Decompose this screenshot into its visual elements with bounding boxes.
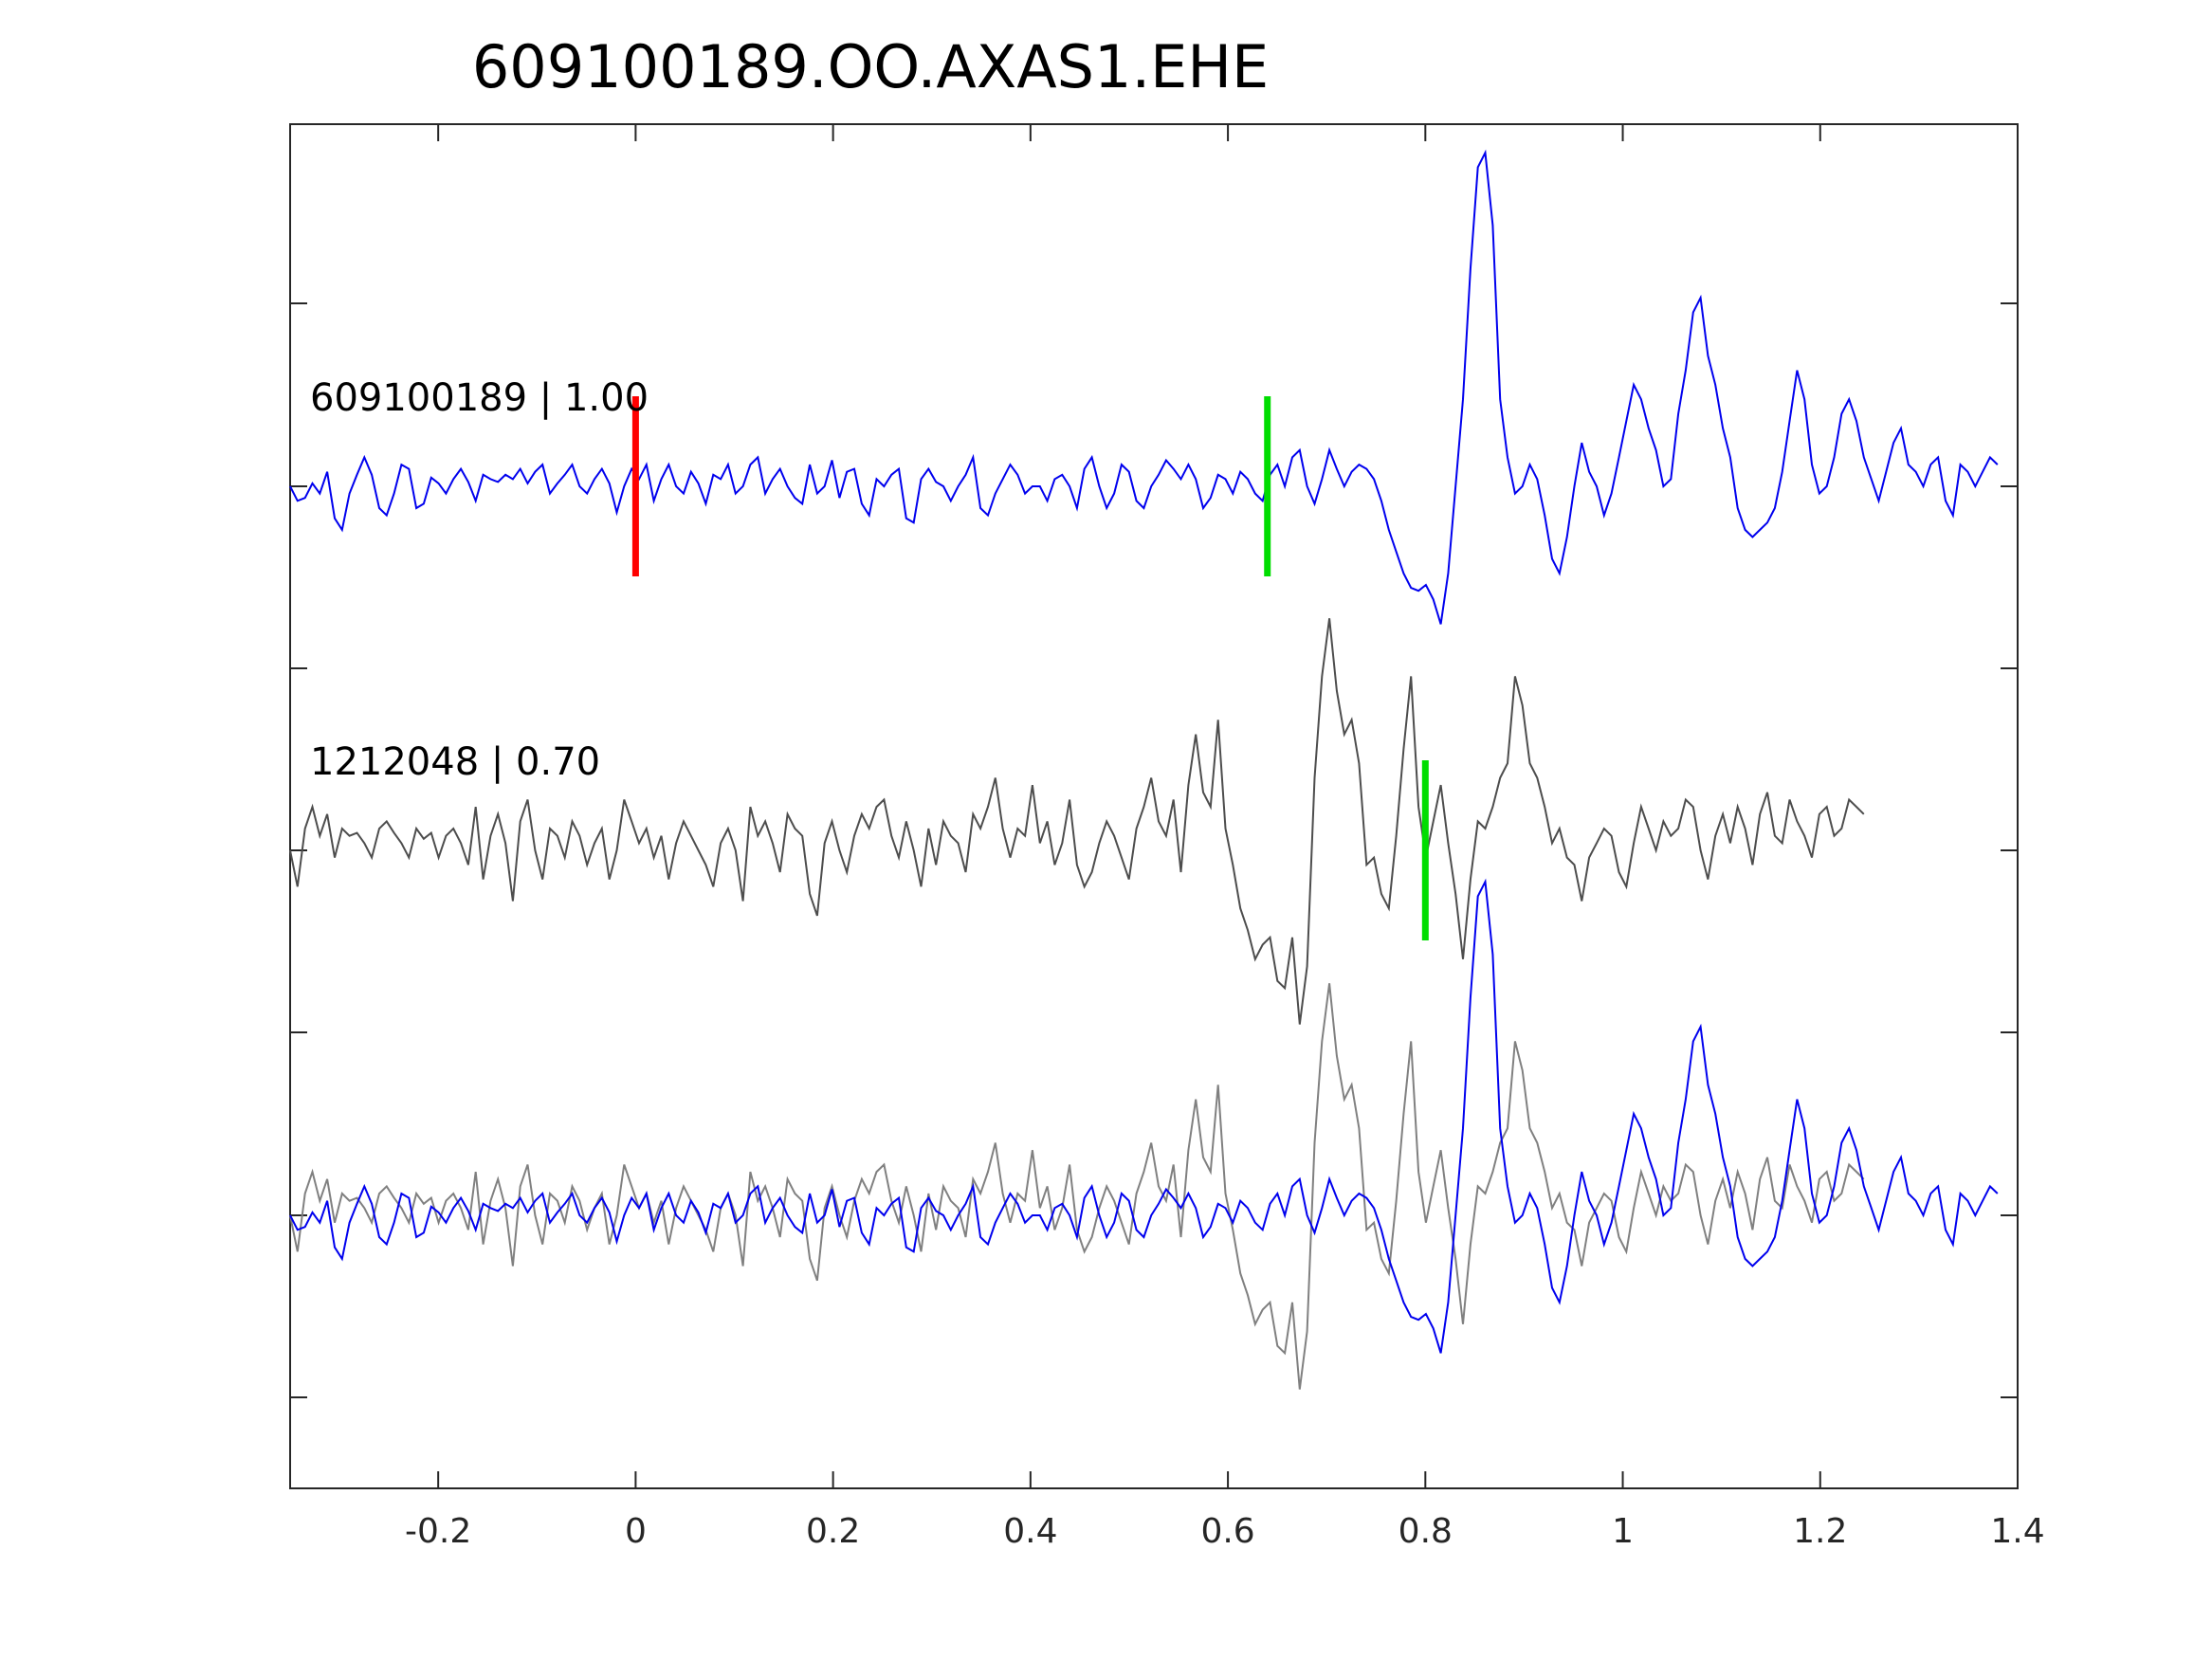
trace-609100189 xyxy=(289,149,1999,625)
x-tick-label: -0.2 xyxy=(405,1512,471,1551)
y-ticks xyxy=(290,302,2018,1398)
x-axis: -0.2 0 0.2 0.4 0.6 0.8 1 1.2 1.4 xyxy=(405,124,2045,1551)
x-tick-label: 0 xyxy=(625,1512,647,1551)
x-tick-label: 1 xyxy=(1612,1512,1634,1551)
trace-label: 609100189 | 1.00 xyxy=(310,376,649,420)
trace-labels: 609100189 | 1.00 1212048 | 0.70 xyxy=(310,376,649,784)
overlay-trace-1212048 xyxy=(289,983,1865,1390)
x-tick-label: 0.2 xyxy=(806,1512,860,1551)
plot-area xyxy=(289,123,2019,1489)
waveform-traces xyxy=(289,149,1999,1390)
x-tick-label: 1.2 xyxy=(1793,1512,1847,1551)
phase-picks xyxy=(631,396,1429,940)
x-tick-label: 0.4 xyxy=(1003,1512,1057,1551)
overlay-trace-609100189 xyxy=(289,878,1999,1354)
trace-1212048 xyxy=(289,618,1865,1025)
chart-title: 609100189.OO.AXAS1.EHE xyxy=(472,32,1269,101)
x-tick-label: 0.6 xyxy=(1200,1512,1254,1551)
x-tick-label: 1.4 xyxy=(1990,1512,2044,1551)
x-tick-label: 0.8 xyxy=(1398,1512,1453,1551)
trace-label: 1212048 | 0.70 xyxy=(310,740,600,784)
